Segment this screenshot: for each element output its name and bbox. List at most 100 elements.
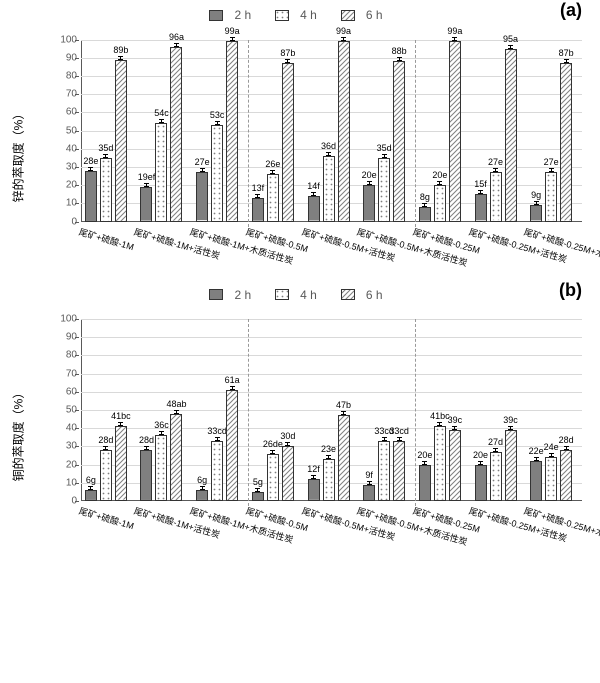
bar-label: 20e	[473, 451, 488, 460]
bar-label: 19ef	[138, 173, 156, 182]
bar	[211, 441, 223, 501]
bar-group: 22e24e28d	[530, 436, 572, 501]
legend-item: 6 h	[341, 8, 391, 22]
bar	[545, 457, 557, 501]
bar-label: 41bc	[111, 412, 131, 421]
bar	[226, 390, 238, 501]
bar-wrap: 87b	[560, 49, 572, 221]
error-bar	[454, 426, 455, 430]
error-bar	[257, 194, 258, 198]
bar-wrap: 15f	[475, 180, 487, 221]
bar-wrap: 39c	[449, 416, 461, 501]
bar-label: 28d	[98, 436, 113, 445]
bar-group: 5g26de30d	[252, 432, 294, 501]
bar	[267, 454, 279, 501]
legend-text: 2 h	[234, 8, 251, 22]
bar-wrap: 28d	[560, 436, 572, 501]
bar-wrap: 12f	[308, 465, 320, 501]
error-bar	[480, 190, 481, 194]
bar	[252, 492, 264, 501]
bar-wrap: 8g	[419, 193, 431, 222]
error-bar	[161, 119, 162, 123]
error-bar	[566, 446, 567, 450]
bar-label: 39c	[448, 416, 463, 425]
bar-group: 27e53c99a	[196, 27, 238, 221]
bar-wrap: 53c	[211, 111, 223, 221]
bar-label: 96a	[169, 33, 184, 42]
bar-label: 9f	[365, 471, 373, 480]
error-bar	[120, 422, 121, 426]
bar	[449, 430, 461, 501]
legend-text: 6 h	[366, 8, 383, 22]
error-bar	[202, 486, 203, 490]
y-axis-label: 铜的萃取度（%）	[10, 387, 27, 482]
bar-label: 6g	[86, 476, 96, 485]
bar-wrap: 61a	[226, 376, 238, 501]
error-bar	[146, 446, 147, 450]
bar-label: 53c	[210, 111, 225, 120]
error-bar	[369, 481, 370, 485]
bar-wrap: 95a	[505, 35, 517, 222]
bar-group: 9f33cd33cd	[363, 427, 405, 501]
bar	[308, 196, 320, 221]
bar-group: 20e27d39c	[475, 416, 517, 501]
bar	[282, 446, 294, 501]
error-bar	[146, 183, 147, 187]
error-bar	[287, 59, 288, 63]
bar	[378, 441, 390, 501]
plot: 010203040506070809010028e35d89b尾矿+硫酸-1M1…	[81, 40, 582, 222]
bar-group: 19ef 54c 96a	[140, 33, 182, 222]
bar-wrap: 48ab	[170, 400, 182, 501]
chart-area: 铜的萃取度（%）01020304050607080901006g28d41bc尾…	[63, 309, 582, 559]
bar-wrap: 33cd	[211, 427, 223, 501]
error-bar	[343, 37, 344, 41]
bar-label: 9g	[531, 191, 541, 200]
bar-wrap: 28d	[140, 436, 152, 501]
bar-label: 8g	[420, 193, 430, 202]
bar	[85, 490, 97, 501]
bar-wrap: 39c	[505, 416, 517, 501]
bar	[505, 49, 517, 222]
bar-label: 28e	[83, 157, 98, 166]
bar-label: 27e	[544, 158, 559, 167]
bar	[530, 205, 542, 221]
error-bar	[551, 453, 552, 457]
bar-group: 6g28d41bc	[85, 412, 127, 501]
bar-label: 5g	[253, 478, 263, 487]
bar-wrap: 28e	[85, 157, 97, 222]
legend-text: 2 h	[234, 288, 251, 302]
error-bar	[328, 152, 329, 156]
panel-label: (a)	[560, 0, 582, 21]
bar-wrap: 20e	[475, 451, 487, 501]
bar-group: 14f36d99a	[308, 27, 350, 221]
panel-a: (a) 2 h 4 h 6 h 锌的萃取度（%） 01020304050607080901…	[0, 0, 600, 280]
y-axis-label: 锌的萃取度（%）	[10, 107, 27, 202]
bar-label: 28d	[559, 436, 574, 445]
bar-wrap: 6g	[196, 476, 208, 501]
group-divider	[248, 40, 249, 227]
error-bar	[217, 437, 218, 441]
x-label: 尾矿+硫酸-1M	[77, 225, 135, 253]
bar	[155, 435, 167, 501]
bar	[308, 479, 320, 501]
bar-wrap: 87b	[282, 49, 294, 221]
bar-label: 61a	[225, 376, 240, 385]
bar	[545, 172, 557, 221]
bar-label: 99a	[447, 27, 462, 36]
bar-wrap: 5g	[252, 478, 264, 501]
plot: 01020304050607080901006g28d41bc尾矿+硫酸-1M2…	[81, 319, 582, 501]
legend-item: 2 h	[209, 8, 259, 22]
bar	[393, 61, 405, 221]
bar	[115, 60, 127, 222]
legend-item: 4 h	[275, 8, 325, 22]
bar-label: 54c	[154, 109, 169, 118]
error-bar	[399, 57, 400, 61]
bar-label: 87b	[280, 49, 295, 58]
bar-wrap: 36d	[323, 142, 335, 222]
error-bar	[161, 431, 162, 435]
bar-label: 88b	[392, 47, 407, 56]
error-bar	[105, 154, 106, 158]
legend-text: 4 h	[300, 288, 317, 302]
error-bar	[287, 442, 288, 446]
error-bar	[399, 437, 400, 441]
